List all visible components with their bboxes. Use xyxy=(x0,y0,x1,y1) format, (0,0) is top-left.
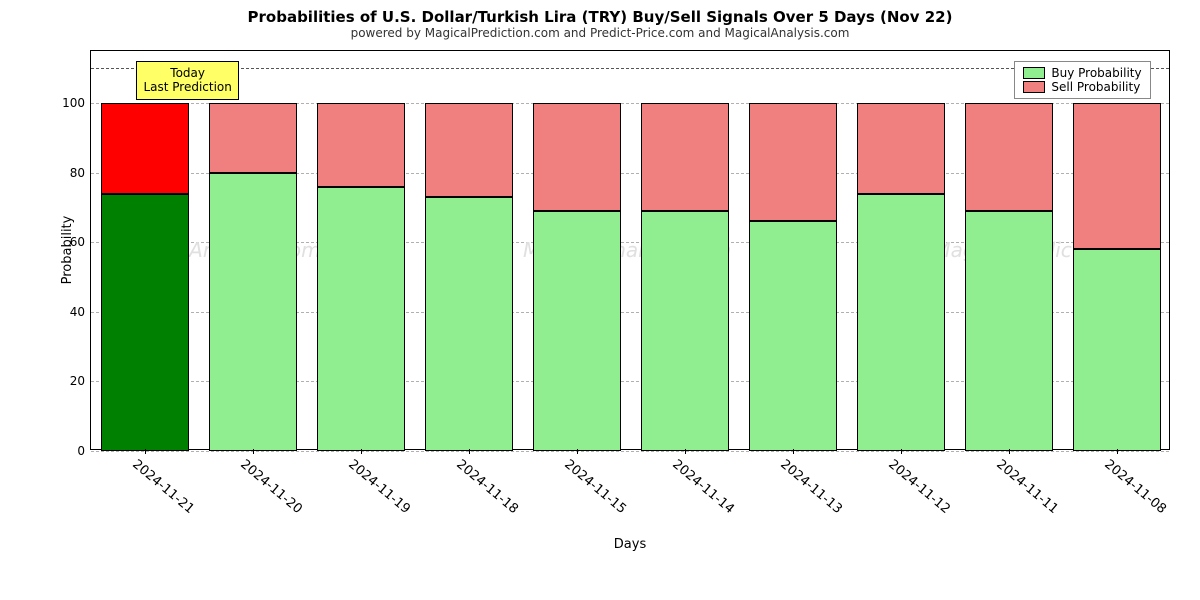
legend: Buy ProbabilitySell Probability xyxy=(1014,61,1150,99)
x-tick-label: 2024-11-13 xyxy=(777,457,845,517)
bar-buy xyxy=(425,197,514,451)
x-tick xyxy=(145,449,146,454)
x-tick-label: 2024-11-08 xyxy=(1101,457,1169,517)
x-tick xyxy=(685,449,686,454)
bar-sell xyxy=(317,103,406,186)
bar-buy xyxy=(533,211,622,451)
x-tick xyxy=(361,449,362,454)
bar-sell xyxy=(965,103,1054,211)
y-tick-label: 20 xyxy=(70,374,91,388)
x-tick xyxy=(469,449,470,454)
y-tick-label: 60 xyxy=(70,235,91,249)
bar-sell xyxy=(857,103,946,193)
bar-sell xyxy=(1073,103,1162,249)
x-axis-label: Days xyxy=(614,537,646,552)
legend-swatch xyxy=(1023,81,1045,93)
bar-buy xyxy=(1073,249,1162,451)
bar-buy xyxy=(209,173,298,451)
bar-sell xyxy=(425,103,514,197)
bar-buy xyxy=(965,211,1054,451)
x-tick xyxy=(901,449,902,454)
bar-sell xyxy=(101,103,190,193)
legend-label: Buy Probability xyxy=(1051,66,1141,80)
plot-area: Probability Days 020406080100MagicalAnal… xyxy=(90,50,1170,450)
bar-buy xyxy=(857,194,946,451)
x-tick-label: 2024-11-12 xyxy=(885,457,953,517)
bar-sell xyxy=(749,103,838,221)
chart-subtitle: powered by MagicalPrediction.com and Pre… xyxy=(0,26,1200,44)
x-tick-label: 2024-11-21 xyxy=(129,457,197,517)
y-tick-label: 80 xyxy=(70,166,91,180)
bar-sell xyxy=(641,103,730,211)
bar-buy xyxy=(749,221,838,451)
x-tick-label: 2024-11-15 xyxy=(561,457,629,517)
bar-buy xyxy=(101,194,190,451)
y-axis-label: Probability xyxy=(60,216,75,285)
y-tick-label: 40 xyxy=(70,305,91,319)
chart-title: Probabilities of U.S. Dollar/Turkish Lir… xyxy=(0,0,1200,26)
legend-label: Sell Probability xyxy=(1051,80,1140,94)
x-tick-label: 2024-11-18 xyxy=(453,457,521,517)
bar-buy xyxy=(641,211,730,451)
y-tick-label: 0 xyxy=(77,444,91,458)
x-tick-label: 2024-11-19 xyxy=(345,457,413,517)
legend-item: Buy Probability xyxy=(1023,66,1141,80)
bar-buy xyxy=(317,187,406,451)
legend-swatch xyxy=(1023,67,1045,79)
x-tick xyxy=(1009,449,1010,454)
x-tick-label: 2024-11-11 xyxy=(993,457,1061,517)
legend-item: Sell Probability xyxy=(1023,80,1141,94)
x-tick xyxy=(253,449,254,454)
bar-sell xyxy=(533,103,622,211)
annotation-line: Today xyxy=(143,66,231,80)
today-annotation: TodayLast Prediction xyxy=(136,61,238,100)
y-tick-label: 100 xyxy=(62,96,91,110)
x-tick xyxy=(1117,449,1118,454)
chart-container: Probability Days 020406080100MagicalAnal… xyxy=(0,44,1200,594)
reference-line xyxy=(91,68,1169,69)
annotation-line: Last Prediction xyxy=(143,80,231,94)
bar-sell xyxy=(209,103,298,173)
x-tick-label: 2024-11-20 xyxy=(237,457,305,517)
x-tick xyxy=(793,449,794,454)
x-tick xyxy=(577,449,578,454)
x-tick-label: 2024-11-14 xyxy=(669,457,737,517)
